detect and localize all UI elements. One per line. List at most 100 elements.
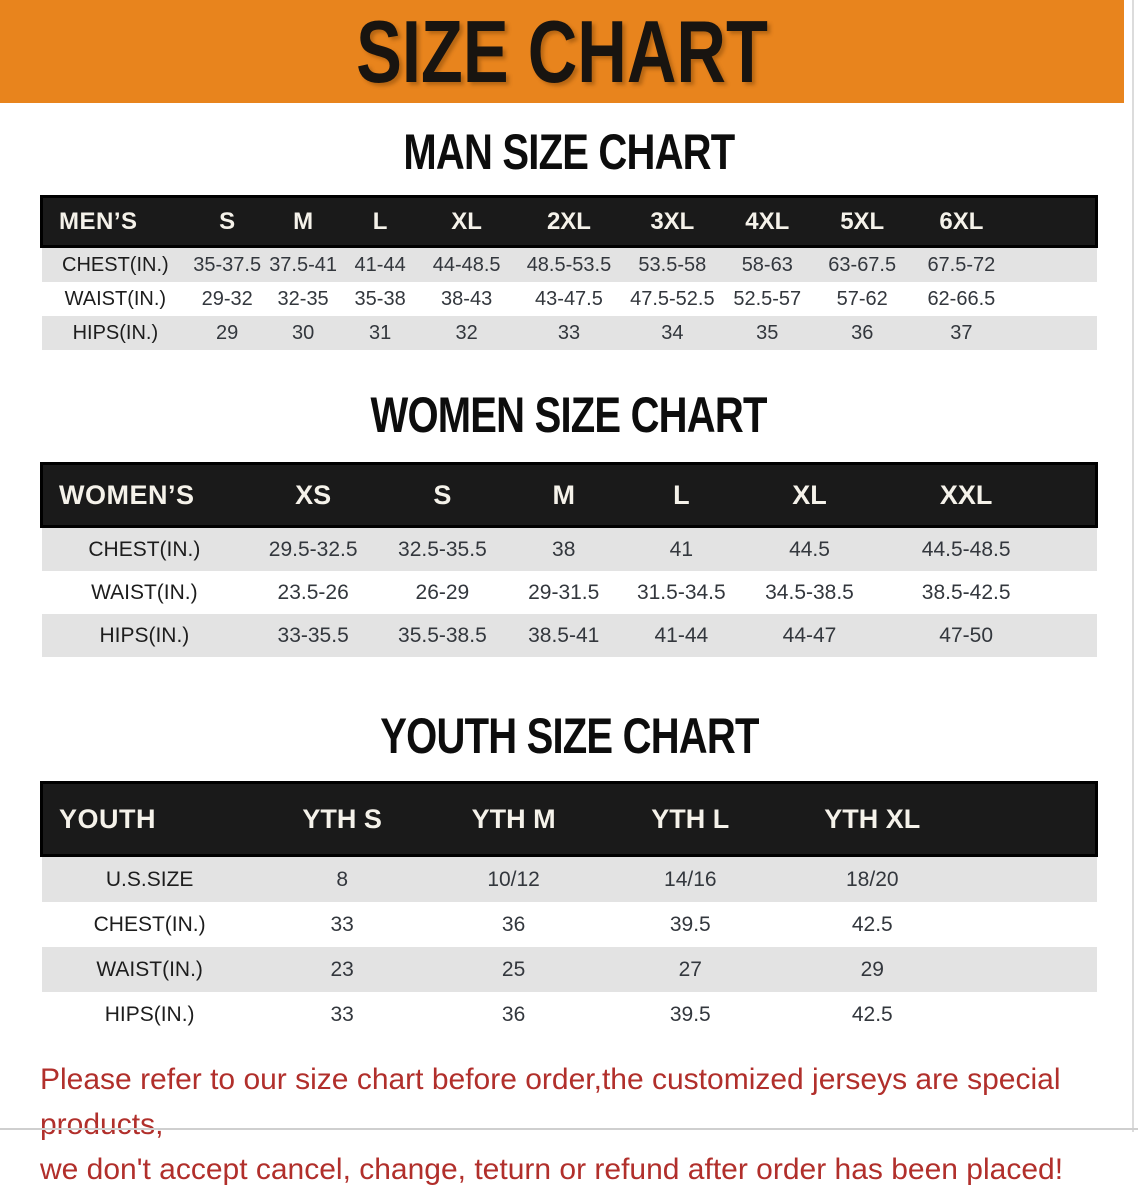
size-value: 44-47 [740,614,879,657]
size-value: 14/16 [600,855,780,902]
size-value: 44-48.5 [419,246,515,282]
size-value: 35-38 [354,287,406,310]
men-hips-row: HIPS(IN.) 29 30 31 32 33 34 35 36 37 [41,316,1097,350]
women-col-xs: XS [247,462,380,528]
youth-waist-row: WAIST(IN.) 23 25 27 29 [41,947,1097,992]
spacer-cell [1054,614,1097,657]
men-table-header-row: MEN’S S M L XL 2XL 3XL 4XL 5XL 6XL [40,195,1098,248]
size-value: 42.5 [851,1002,893,1026]
row-label: U.S.SIZE [41,855,258,902]
women-table-header-row: WOMEN’S XS S M L XL XXL [40,462,1099,528]
men-col-4xl: 4XL [720,195,814,248]
men-section-heading-text: MAN SIZE CHART [403,124,735,180]
size-value: 38 [505,526,622,571]
size-value: 31.5-34.5 [636,580,726,604]
size-value: 31 [341,316,420,350]
size-value: 34.5-38.5 [765,580,854,604]
size-value: 35 [720,316,814,350]
size-value: 10/12 [426,855,601,902]
size-value: 37 [910,316,1012,350]
size-value: 33-35.5 [247,614,380,657]
youth-section-heading: YOUTH SIZE CHART [0,707,1138,765]
size-value: 33 [330,912,354,936]
size-value: 33 [514,316,624,350]
size-value: 23.5-26 [277,580,349,604]
youth-ussize-row: U.S.SIZE 8 10/12 14/16 18/20 [41,855,1097,902]
men-section-heading: MAN SIZE CHART [0,123,1138,181]
size-value: 41-44 [341,246,420,282]
men-col-5xl: 5XL [813,195,911,248]
order-disclaimer-note: Please refer to our size chart before or… [40,1057,1108,1192]
men-waist-row: WAIST(IN.) 29-32 32-35 35-38 38-43 43-47… [42,282,1097,316]
size-value: 44.5-48.5 [878,526,1055,571]
banner-title: SIZE CHART [356,1,768,101]
size-value: 29-31.5 [528,580,600,604]
women-size-table: WOMEN’S XS S M L XL XXL CHEST(IN.) 29.5-… [40,462,1099,657]
spacer-cell [1012,195,1098,248]
size-value: 18/20 [779,855,965,902]
size-value: 8 [257,855,427,902]
size-value: 44.5 [740,526,879,571]
men-col-m: M [265,195,342,248]
men-chest-row: CHEST(IN.) 35-37.5 37.5-41 41-44 44-48.5… [41,246,1097,282]
size-value: 48.5-53.5 [514,246,624,282]
row-label: WAIST(IN.) [91,580,198,604]
spacer-cell [964,855,1097,902]
row-label: HIPS(IN.) [41,614,248,657]
size-value: 43-47.5 [535,287,603,310]
size-value: 39.5 [669,912,711,936]
spacer-cell [1012,282,1097,316]
women-col-s: S [379,462,506,528]
image-edge-line-right [1132,0,1134,1132]
spacer-cell [1012,316,1097,350]
size-value: 29-32 [201,287,253,310]
youth-section-heading-text: YOUTH SIZE CHART [379,708,759,764]
spacer-cell [965,992,1097,1037]
row-label: CHEST(IN.) [41,526,248,571]
size-value: 33 [330,1002,354,1026]
size-value: 29.5-32.5 [247,526,380,571]
men-table-title: MEN’S [40,195,190,248]
youth-col-l: YTH L [600,781,780,857]
size-value: 29 [189,316,266,350]
men-col-6xl: 6XL [910,195,1012,248]
spacer-cell [964,781,1098,857]
women-waist-row: WAIST(IN.) 23.5-26 26-29 29-31.5 31.5-34… [42,571,1097,614]
spacer-cell [1054,571,1096,614]
size-value: 26-29 [415,580,470,604]
youth-col-m: YTH M [426,781,601,857]
women-hips-row: HIPS(IN.) 33-35.5 35.5-38.5 38.5-41 41-4… [41,614,1097,657]
size-value: 34 [623,316,721,350]
spacer-cell [1054,526,1097,571]
size-chart-banner: SIZE CHART [0,0,1124,103]
spacer-cell [1012,246,1097,282]
size-value: 36 [501,1002,526,1026]
men-col-l: L [341,195,420,248]
women-col-l: L [621,462,741,528]
men-col-3xl: 3XL [623,195,721,248]
image-edge-line-bottom [0,1128,1138,1130]
size-value: 37.5-41 [265,246,342,282]
size-value: 36 [813,316,911,350]
youth-hips-row: HIPS(IN.) 33 36 39.5 42.5 [42,992,1097,1037]
size-value: 30 [265,316,342,350]
size-value: 27 [600,947,780,992]
size-value: 38.5-41 [505,614,622,657]
size-value: 32-35 [277,287,329,310]
size-value: 39.5 [669,1002,711,1026]
size-value: 47-50 [878,614,1055,657]
size-value: 52.5-57 [733,287,802,310]
row-label: HIPS(IN.) [41,316,190,350]
women-table-title: WOMEN’S [40,462,248,528]
size-value: 62-66.5 [927,287,996,310]
youth-chest-row: CHEST(IN.) 33 36 39.5 42.5 [42,902,1097,947]
women-chest-row: CHEST(IN.) 29.5-32.5 32.5-35.5 38 41 44.… [41,526,1097,571]
row-label: WAIST(IN.) [41,947,258,992]
size-value: 53.5-58 [623,246,721,282]
spacer-cell [964,947,1097,992]
size-value: 35.5-38.5 [379,614,506,657]
women-col-m: M [505,462,622,528]
row-label: CHEST(IN.) [93,912,206,936]
women-col-xl: XL [740,462,879,528]
men-col-xl: XL [419,195,515,248]
